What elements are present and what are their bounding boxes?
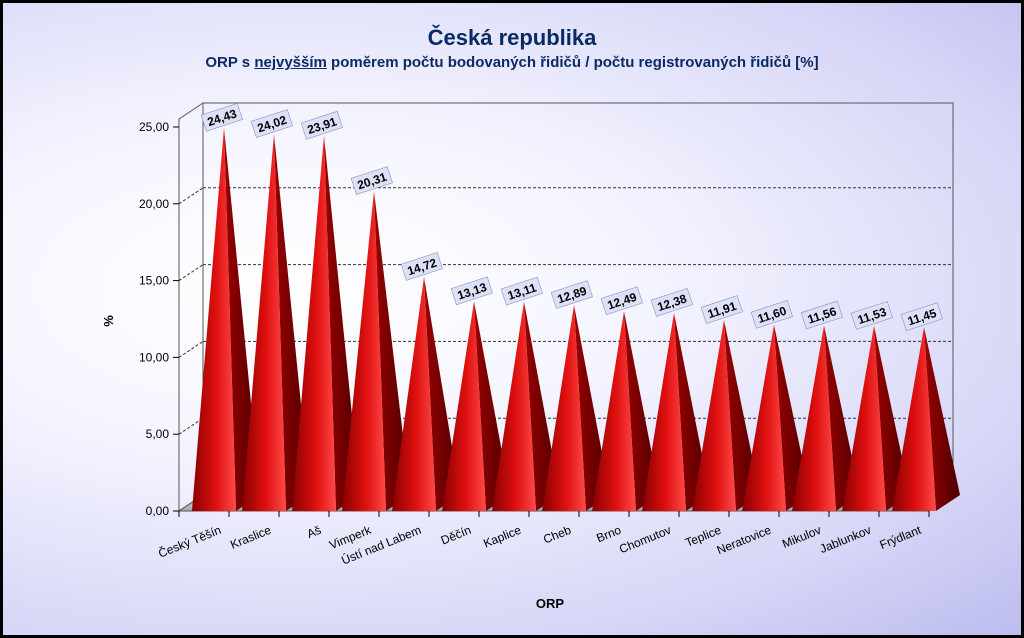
data-label: 24,02 [250, 109, 293, 138]
data-label: 11,60 [750, 300, 793, 329]
pyramid-front [392, 276, 436, 511]
data-label-bg [450, 276, 493, 306]
pyramid-side [924, 327, 960, 511]
pyramid-front [542, 305, 586, 511]
pyramid-front [242, 134, 286, 511]
x-tick-label: Cheb [541, 523, 573, 547]
data-label-bg [650, 288, 693, 317]
data-label: 12,49 [600, 286, 643, 316]
data-label-bg [550, 280, 593, 309]
x-tick-label: Frýdlant [878, 523, 924, 552]
y-tick-label: 0,00 [146, 504, 170, 518]
chart-subtitle: ORP s nejvyšším poměrem počtu bodovaných… [3, 54, 1021, 71]
data-label-bg [750, 300, 793, 329]
grid-line-side [178, 187, 204, 205]
pyramid-front [792, 325, 836, 511]
pyramid-front [642, 312, 686, 511]
x-tick-label: Děčín [439, 523, 473, 548]
x-tick-label: Český Těšín [156, 522, 223, 561]
chart-subtitle-pre: ORP s [205, 54, 255, 71]
data-label-bg [900, 302, 943, 331]
pyramid-bar [342, 191, 410, 512]
x-tick-label: Jablunkov [818, 523, 873, 556]
y-tick-label: 10,00 [139, 350, 169, 364]
grid-line-side [178, 264, 204, 282]
data-label: 13,11 [500, 276, 543, 306]
data-label: 24,43 [200, 102, 243, 132]
data-label-bg [300, 110, 343, 140]
data-label: 12,89 [550, 280, 593, 309]
x-tick-label: Kraslice [228, 523, 273, 552]
y-tick-label: 15,00 [139, 274, 169, 288]
pyramid-front [892, 327, 936, 511]
data-label-bg [500, 276, 543, 306]
pyramid-bar [292, 135, 360, 511]
data-label: 23,91 [300, 110, 343, 140]
data-label-bg [600, 286, 643, 316]
data-label-bg [250, 109, 293, 138]
data-label: 11,45 [900, 302, 943, 331]
pyramid-front [842, 325, 886, 511]
pyramid-front [442, 301, 486, 511]
x-tick-label: Neratovice [715, 523, 774, 558]
pyramid-front [192, 127, 236, 512]
pyramid-bar [892, 327, 960, 511]
pyramid-front [342, 191, 386, 512]
y-tick-label: 20,00 [139, 197, 169, 211]
data-label-bg [700, 295, 743, 324]
data-label: 12,38 [650, 288, 693, 317]
data-label: 13,13 [450, 276, 493, 306]
grid-line-side [178, 340, 204, 358]
x-tick-label: Mikulov [780, 523, 823, 551]
x-axis-title: ORP [536, 596, 565, 611]
x-tick-label: Kaplice [481, 523, 523, 551]
y-tick-label: 5,00 [146, 427, 170, 441]
y-tick-label: 25,00 [139, 120, 169, 134]
pyramid-front [692, 320, 736, 511]
chart-subtitle-post: poměrem počtu bodovaných řidičů / počtu … [326, 54, 819, 71]
pyramid-front [592, 311, 636, 511]
x-tick-label: Chomutov [617, 523, 673, 556]
data-label-bg [800, 300, 843, 330]
x-tick-label: Aš [305, 523, 323, 541]
data-label: 11,53 [850, 301, 893, 330]
data-label: 11,91 [700, 295, 743, 324]
pyramid-front [742, 324, 786, 511]
y-axis-title: % [101, 315, 116, 327]
data-label-bg [400, 252, 443, 281]
pyramid-front [292, 135, 336, 511]
data-label-bg [200, 102, 243, 132]
chart-title: Česká republika [427, 25, 597, 50]
pyramid-front [492, 301, 536, 511]
data-label-bg [350, 166, 393, 195]
data-label: 11,56 [800, 300, 843, 330]
data-label: 20,31 [350, 166, 393, 195]
data-label-bg [850, 301, 893, 330]
data-label: 14,72 [400, 252, 443, 281]
chart-subtitle-emphasis: nejvyšším [254, 54, 327, 71]
